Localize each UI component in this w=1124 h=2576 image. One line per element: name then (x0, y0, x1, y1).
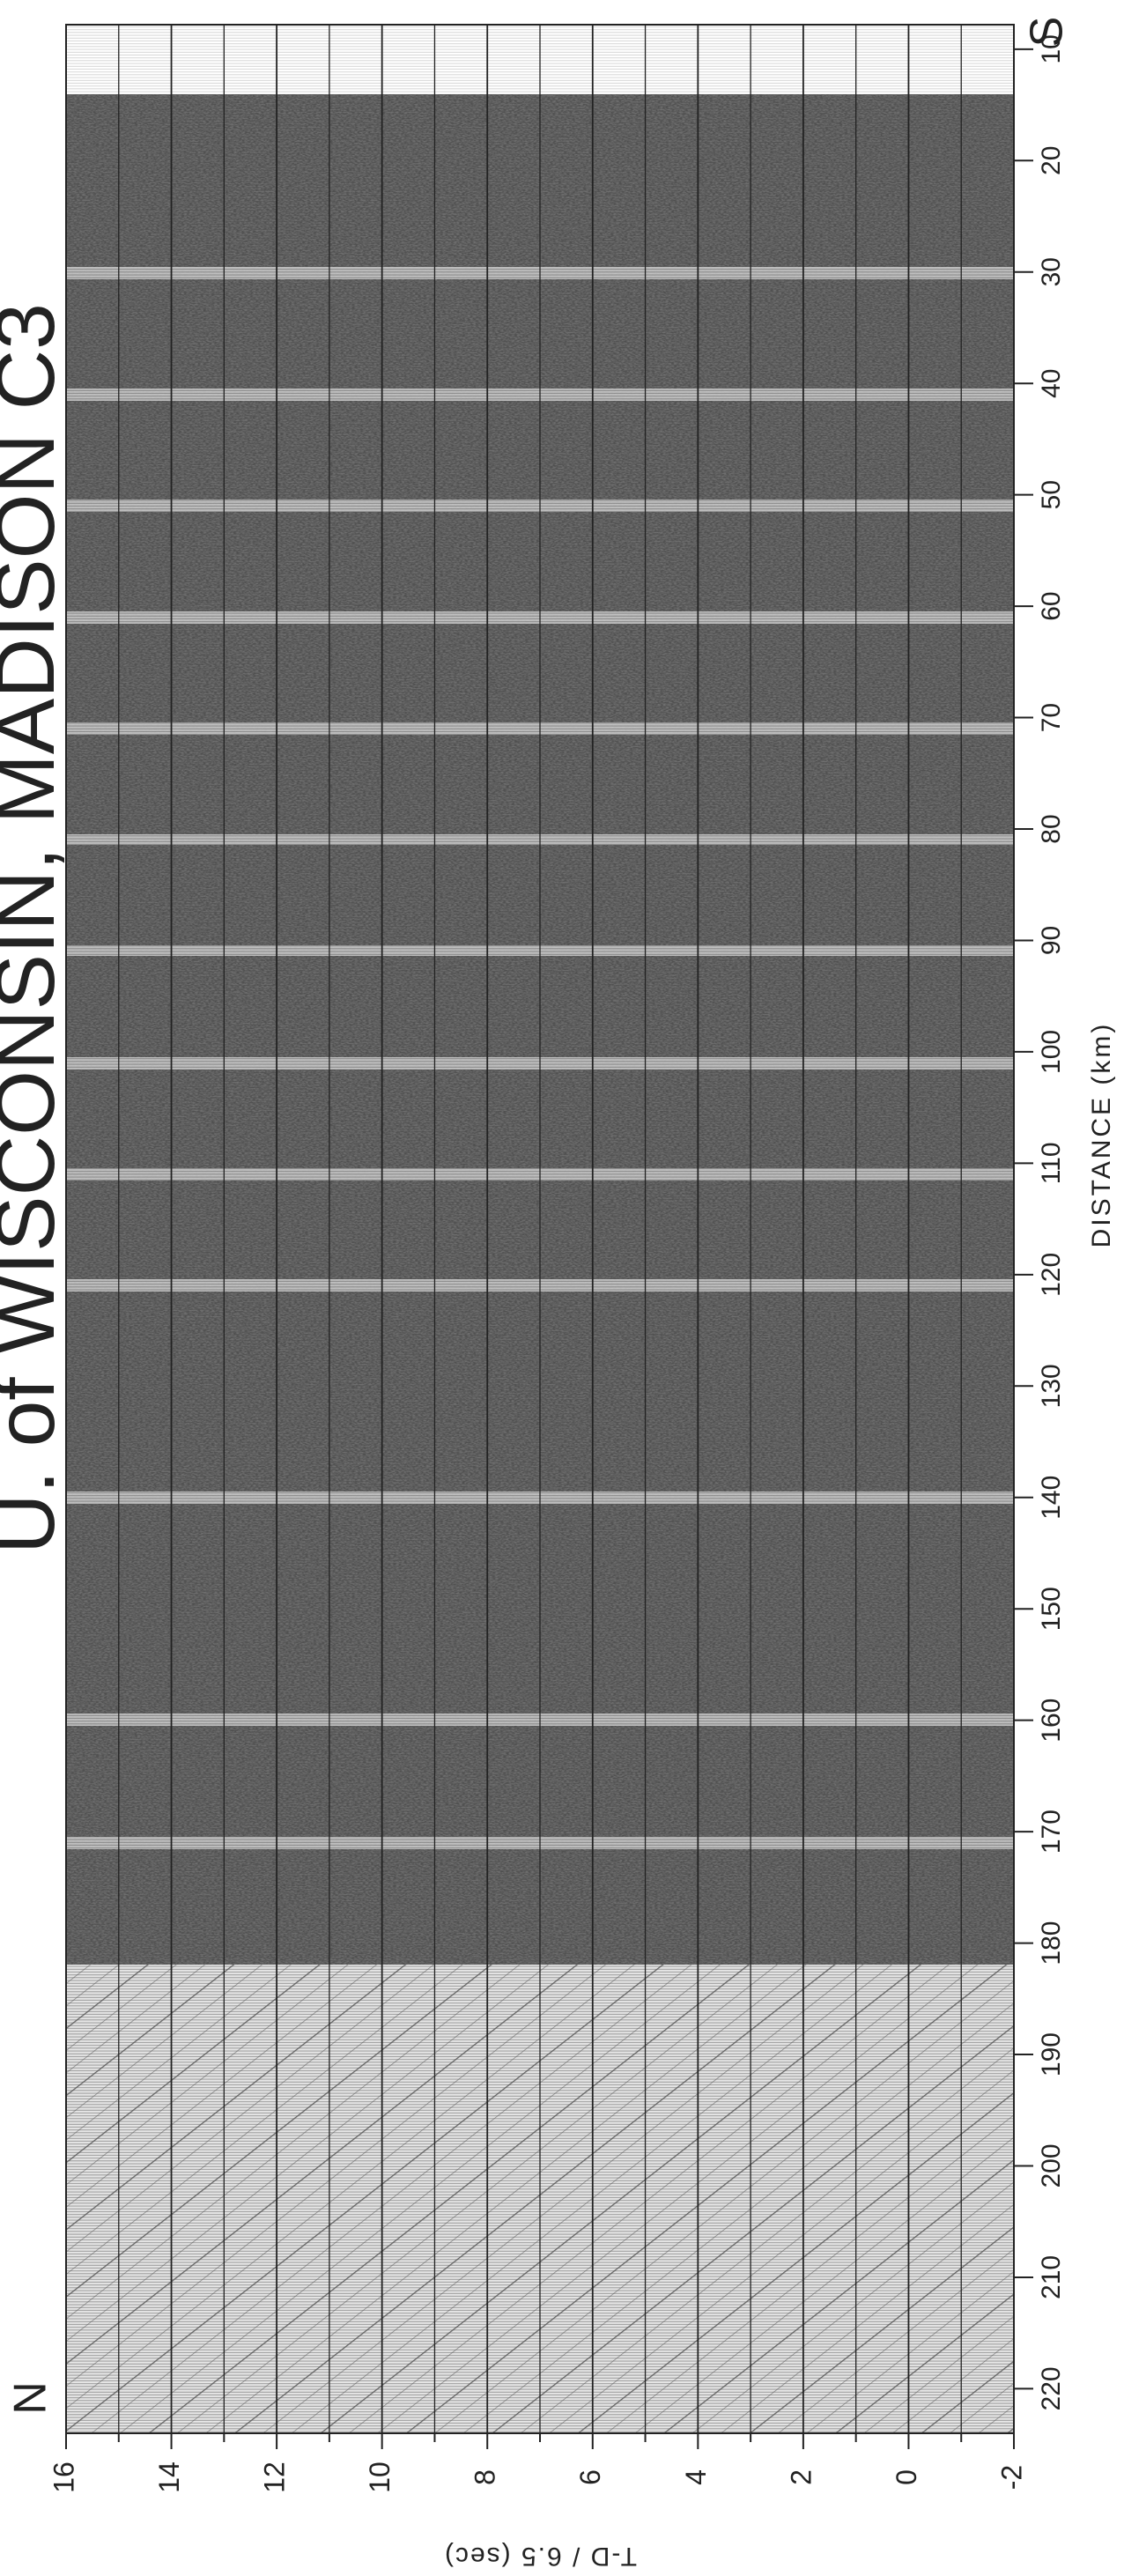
x-tick-label: 140 (1037, 1476, 1066, 1520)
y-tick-label: 0 (891, 2469, 922, 2485)
x-tick-label: 220 (1037, 2366, 1066, 2410)
y-tick-label: 6 (574, 2469, 606, 2485)
y-axis-label: T-D / 6.5 (sec) (443, 2542, 637, 2571)
x-tick-label: 10 (1037, 34, 1066, 63)
south-label: S (1022, 17, 1073, 48)
plot-frame (65, 24, 1015, 2434)
y-tick-label: 10 (364, 2461, 396, 2493)
y-tick-label: 8 (470, 2469, 501, 2485)
y-tick-label: 16 (48, 2461, 79, 2493)
y-tick-label: 4 (680, 2469, 712, 2485)
x-tick-label: 60 (1037, 591, 1066, 620)
x-tick-label: 130 (1037, 1364, 1066, 1408)
x-axis-label: DISTANCE (km) (1087, 1022, 1116, 1248)
y-tick-label: -2 (995, 2465, 1027, 2490)
y-tick-label: 14 (153, 2461, 185, 2493)
x-tick-label: 110 (1037, 1142, 1066, 1184)
x-tick-label: 190 (1037, 2032, 1066, 2076)
x-tick-label: 40 (1037, 369, 1066, 398)
x-tick-label: 80 (1037, 814, 1066, 843)
north-label: N (5, 2381, 56, 2415)
x-tick-label: 100 (1037, 1030, 1066, 1074)
x-tick-label: 210 (1037, 2255, 1066, 2299)
x-tick-label: 30 (1037, 257, 1066, 286)
x-tick-label: 20 (1037, 146, 1066, 175)
x-tick-label: 150 (1037, 1587, 1066, 1631)
x-tick-label: 170 (1037, 1810, 1066, 1854)
x-tick-label: 90 (1037, 926, 1066, 955)
x-tick-label: 200 (1037, 2143, 1066, 2187)
x-tick-label: 50 (1037, 480, 1066, 509)
x-tick-label: 180 (1037, 1921, 1066, 1965)
x-tick-label: 160 (1037, 1699, 1066, 1743)
y-tick-label: 2 (785, 2469, 817, 2485)
y-tick-label: 12 (259, 2461, 291, 2493)
axes: 1020304050607080901001101201301401501601… (48, 25, 1066, 2493)
chart-title: U. of WISCONSIN, MADISON C3 (0, 303, 72, 1554)
x-tick-label: 70 (1037, 703, 1066, 732)
x-tick-label: 120 (1037, 1253, 1066, 1297)
